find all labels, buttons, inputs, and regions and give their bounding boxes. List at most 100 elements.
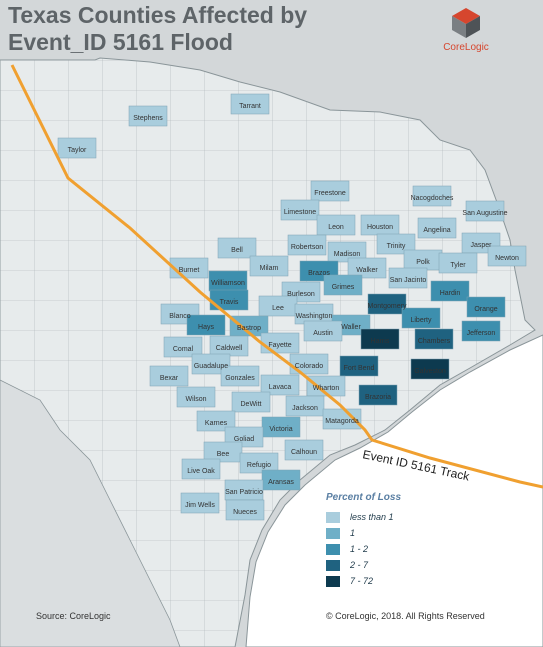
county-lavaca: [260, 374, 300, 396]
county-label: Tarrant: [239, 103, 261, 110]
county-label: Chambers: [418, 338, 451, 345]
county-calhoun: [284, 439, 324, 461]
county-label: Limestone: [284, 209, 316, 216]
legend-label: 7 - 72: [350, 576, 374, 586]
county-label: Victoria: [269, 426, 292, 433]
corelogic-logo: CoreLogic: [430, 4, 502, 54]
county-karnes: [196, 410, 236, 432]
county-label: Jasper: [470, 242, 492, 249]
county-label: Wharton: [313, 385, 340, 392]
county-san-jacinto: [388, 267, 428, 289]
county-label: Burleson: [287, 291, 315, 298]
county-galveston: [410, 358, 450, 380]
legend-item: 2 - 7: [326, 557, 466, 573]
county-comal: [163, 336, 203, 358]
county-grimes: [323, 274, 363, 296]
county-label: Newton: [495, 255, 519, 262]
county-brazoria: [358, 384, 398, 406]
affected-counties: [57, 93, 527, 521]
county-label: Bastrop: [237, 325, 261, 332]
county-label: Leon: [328, 224, 344, 231]
legend-item: less than 1: [326, 509, 466, 525]
county-bell: [217, 237, 257, 259]
legend-item: 1 - 2: [326, 541, 466, 557]
title-line-1: Texas Counties Affected by: [8, 2, 308, 28]
county-jim-wells: [180, 492, 220, 514]
county-angelina: [417, 217, 457, 239]
county-robertson: [287, 234, 327, 256]
county-tarrant: [230, 93, 270, 115]
county-dewitt: [231, 391, 271, 413]
county-bexar: [149, 365, 189, 387]
county-gonzales: [220, 365, 260, 387]
county-label: Hays: [198, 324, 214, 331]
county-label: Comal: [173, 346, 194, 353]
county-chambers: [414, 328, 454, 350]
county-label: Freestone: [314, 190, 346, 197]
county-label: Harris: [371, 338, 390, 345]
county-montgomery: [367, 293, 407, 315]
legend-swatch: [326, 543, 340, 555]
legend-label: 2 - 7: [350, 560, 369, 570]
county-trinity: [376, 233, 416, 255]
legend-item: 7 - 72: [326, 573, 466, 589]
county-label: Williamson: [211, 280, 245, 287]
county-label: Blanco: [169, 313, 191, 320]
source-note: Source: CoreLogic: [36, 611, 111, 621]
county-label: Hardin: [440, 290, 461, 297]
county-tyler: [438, 252, 478, 274]
legend: Percent of Loss less than 1 1 1 - 2 2 - …: [326, 492, 466, 589]
county-label: Waller: [341, 324, 361, 331]
county-label: DeWitt: [241, 401, 262, 408]
county-label: Brazoria: [365, 394, 391, 401]
county-limestone: [280, 199, 320, 221]
county-label: Robertson: [291, 244, 323, 251]
county-label: Nueces: [233, 509, 257, 516]
county-harris: [360, 328, 400, 350]
county-label: Live Oak: [187, 468, 215, 475]
county-label: Jefferson: [467, 330, 496, 337]
legend-item: 1: [326, 525, 466, 541]
county-label: Gonzales: [225, 375, 255, 382]
county-nueces: [225, 499, 265, 521]
gulf-of-mexico: [245, 334, 543, 647]
county-freestone: [310, 180, 350, 202]
county-label: Jim Wells: [185, 502, 215, 509]
county-stephens: [128, 105, 168, 127]
event-track-line: [10, 64, 543, 489]
county-hays: [186, 314, 226, 336]
county-label: Calhoun: [291, 449, 317, 456]
county-label: Polk: [416, 259, 430, 266]
logo-text: CoreLogic: [443, 42, 489, 53]
county-labels: Stephens Tarrant Taylor Freestone Nacogdoche…: [68, 103, 519, 516]
county-wharton: [306, 375, 346, 397]
county-leon: [316, 214, 356, 236]
county-refugio: [239, 452, 279, 474]
county-hardin: [430, 280, 470, 302]
county-label: Liberty: [410, 317, 432, 324]
county-wilson: [176, 386, 216, 408]
county-nacogdoches: [412, 185, 452, 207]
county-label: Austin: [313, 330, 333, 337]
county-label: Caldwell: [216, 345, 243, 352]
county-label: Montgomery: [368, 303, 407, 310]
county-label: Angelina: [423, 227, 450, 234]
county-liberty: [401, 307, 441, 329]
county-label: Fayette: [268, 342, 291, 349]
legend-swatch: [326, 511, 340, 523]
county-label: Karnes: [205, 420, 228, 427]
legend-title: Percent of Loss: [326, 492, 402, 503]
county-jackson: [285, 395, 325, 417]
legend-swatch: [326, 559, 340, 571]
logo-mark-icon: [452, 8, 480, 38]
county-label: Trinity: [387, 243, 406, 250]
county-label: Matagorda: [325, 418, 359, 425]
county-label: San Patricio: [225, 489, 263, 496]
county-label: Wilson: [185, 396, 206, 403]
county-label: Jackson: [292, 405, 318, 412]
county-label: Aransas: [268, 479, 294, 486]
county-bastrop: [229, 315, 269, 337]
county-live-oak: [181, 458, 221, 480]
